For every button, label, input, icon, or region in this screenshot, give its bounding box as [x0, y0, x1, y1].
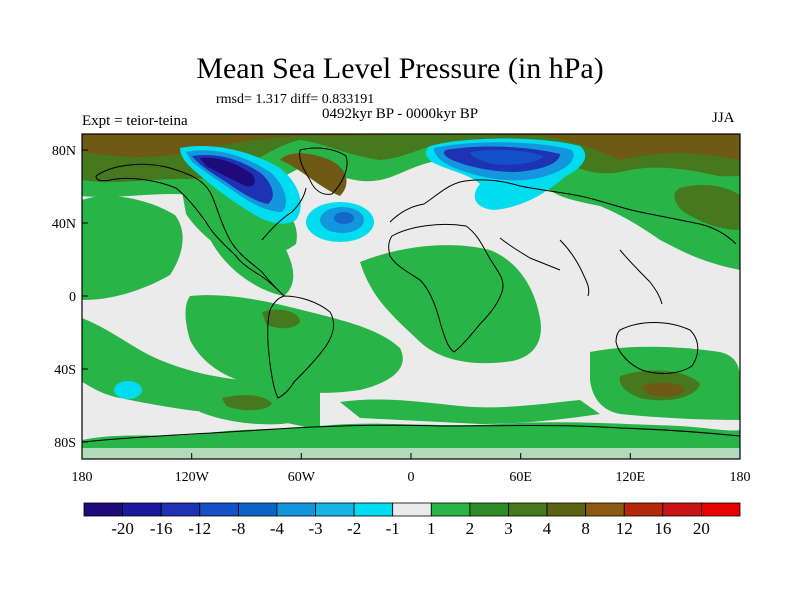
gulf-green: [200, 210, 294, 296]
colorbar-swatch: [237, 502, 278, 517]
canada-core: [200, 157, 255, 187]
colorbar-swatch: [546, 502, 587, 517]
india-coast: [559, 239, 590, 297]
southern-ocean-green: [340, 399, 600, 424]
lon-label-120w: 120W: [175, 470, 210, 485]
lat-label-80s: 80S: [54, 436, 76, 451]
australia-coast: [615, 322, 699, 374]
colorbar-swatch: [276, 502, 316, 517]
colorbar-label: -16: [150, 519, 173, 538]
south-indian-brown: [642, 382, 686, 397]
colorbar-label: 20: [693, 519, 710, 538]
colorbar-label: -8: [231, 519, 245, 538]
colorbar-swatch: [430, 502, 471, 517]
colorbar-swatch: [623, 502, 664, 517]
colorbar-swatch: [701, 502, 741, 517]
colorbar-swatch: [469, 502, 509, 517]
colorbar-label: 1: [427, 519, 436, 538]
colorbar-swatch: [392, 502, 432, 517]
africa-coast: [388, 223, 504, 353]
colorbar-label: -12: [188, 519, 211, 538]
colorbar-swatch: [315, 502, 355, 517]
colorbar: -20 -16 -12 -8 -4 -3 -2 -1 1 2 3 4 8 12 16 20: [83, 502, 741, 538]
lon-label-0: 0: [408, 470, 415, 485]
colorbar-label: 12: [616, 519, 633, 538]
colorbar-swatch: [353, 502, 394, 517]
lat-label-40s: 40S: [54, 363, 76, 378]
arctic-brown: [82, 134, 740, 160]
lon-label-180e: 180: [730, 470, 751, 485]
colorbar-label: 16: [654, 519, 671, 538]
lon-label-60e: 60E: [509, 470, 532, 485]
plot-title: Mean Sea Level Pressure (in hPa): [196, 52, 604, 85]
coastlines: [82, 147, 740, 443]
colorbar-swatch: [585, 502, 625, 517]
south-atlantic-olive: [222, 395, 272, 411]
lat-label-40n: 40N: [52, 217, 76, 232]
colorbar-label: -2: [347, 519, 361, 538]
arabia-coast: [499, 237, 561, 271]
colorbar-label: 2: [466, 519, 475, 538]
north-america-coast: [95, 163, 285, 297]
map-field: [82, 134, 740, 459]
colorbar-label: -1: [386, 519, 400, 538]
colorbar-label: 8: [581, 519, 590, 538]
lon-label-60w: 60W: [288, 470, 316, 485]
colorbar-swatch: [160, 502, 201, 517]
colorbar-label: -3: [308, 519, 322, 538]
colorbar-swatch: [662, 502, 702, 517]
atlantic-core: [334, 212, 354, 224]
lat-ticks: [82, 149, 88, 443]
lat-label-0: 0: [69, 290, 76, 305]
colorbar-label: -20: [111, 519, 134, 538]
southeast-asia-coast: [619, 249, 663, 305]
colorbar-swatch: [508, 502, 548, 517]
greenland-sea-brown: [280, 153, 347, 196]
lon-label-120e: 120E: [616, 470, 646, 485]
colorbar-label: 3: [504, 519, 513, 538]
colorbar-swatch: [199, 502, 239, 517]
colorbar-swatch: [83, 502, 123, 517]
east-coast: [261, 187, 307, 241]
statistics-label: rmsd= 1.317 diff= 0.833191: [216, 92, 375, 107]
africa-green: [360, 245, 541, 364]
colorbar-label: 4: [543, 519, 552, 538]
south-america-coast: [267, 295, 334, 399]
amazon-olive: [262, 309, 300, 329]
colorbar-label: -4: [270, 519, 285, 538]
lat-label-80n: 80N: [52, 144, 76, 159]
lon-ticks: [81, 453, 741, 459]
season-label: JJA: [712, 110, 735, 126]
north-pacific-green: [82, 195, 183, 300]
period-label: 0492kyr BP - 0000kyr BP: [322, 106, 479, 122]
antarctica-coast: [82, 424, 740, 443]
eurasia-core: [470, 149, 544, 165]
colorbar-swatch: [122, 502, 162, 517]
south-america-green: [185, 295, 403, 393]
lon-label-180w: 180: [72, 470, 93, 485]
eurasia-coast: [389, 179, 737, 245]
south-pacific-cyan: [114, 381, 142, 399]
experiment-label: Expt = teior-teina: [82, 113, 188, 129]
east-asia-olive: [674, 185, 740, 230]
greenland-coast: [299, 147, 348, 195]
